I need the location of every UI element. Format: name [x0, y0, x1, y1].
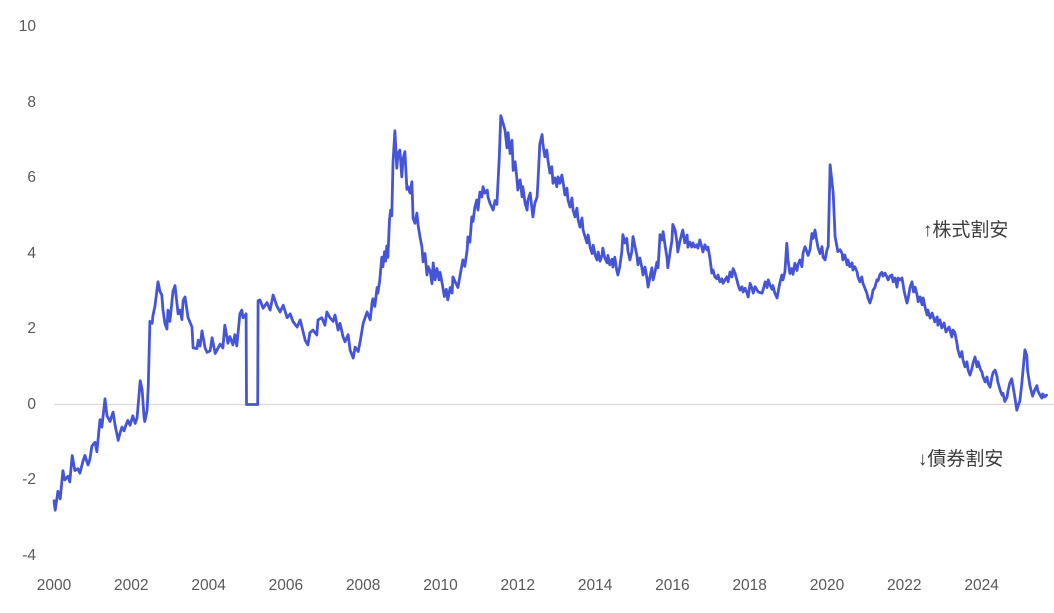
x-axis-tick-label-2020: 2020	[809, 577, 845, 594]
y-axis-tick-label-6: 6	[27, 169, 36, 186]
annotation-stocks-undervalued: ↑株式割安	[922, 219, 1009, 241]
x-axis-tick-label-2012: 2012	[500, 577, 536, 594]
x-axis-tick-label-2010: 2010	[423, 577, 458, 594]
y-axis-tick-label-4: 4	[27, 244, 36, 262]
y-axis-tick-label--2: -2	[22, 471, 36, 488]
x-axis-tick-label-2000: 2000	[36, 577, 72, 594]
y-axis-tick-label-0: 0	[27, 395, 36, 413]
x-axis-tick-label-2022: 2022	[887, 577, 922, 594]
annotation-bonds-undervalued: ↓債券割安	[917, 448, 1004, 470]
x-axis-tick-label-2008: 2008	[345, 577, 381, 594]
y-axis-tick-label-8: 8	[27, 93, 36, 111]
x-axis-tick-label-2006: 2006	[268, 577, 304, 594]
x-axis-tick-label-2014: 2014	[577, 577, 613, 594]
y-axis-tick-label-2: 2	[27, 320, 36, 337]
x-axis-tick-label-2024: 2024	[964, 577, 999, 594]
x-axis-tick-label-2016: 2016	[655, 577, 690, 594]
x-axis-tick-label-2018: 2018	[732, 577, 767, 594]
x-axis-tick-label-2004: 2004	[191, 577, 226, 594]
y-axis-tick-label--4: -4	[22, 546, 36, 564]
x-axis-tick-label-2002: 2002	[114, 577, 149, 594]
data-line-series	[52, 114, 1048, 512]
y-axis-tick-label-10: 10	[18, 18, 36, 35]
